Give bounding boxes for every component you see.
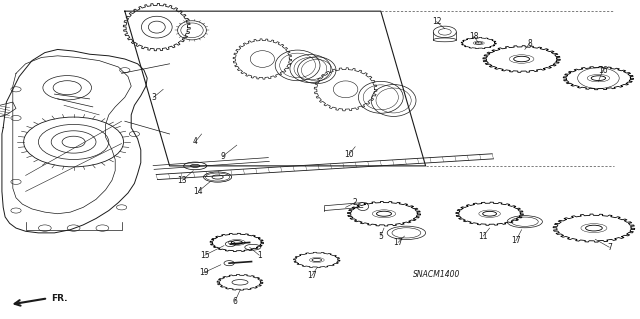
Text: 1: 1 xyxy=(257,251,262,260)
Text: 6: 6 xyxy=(232,297,237,306)
Text: 3: 3 xyxy=(151,93,156,102)
Text: 8: 8 xyxy=(527,39,532,48)
Text: 10: 10 xyxy=(344,150,354,159)
Text: 15: 15 xyxy=(200,251,210,260)
Text: 2: 2 xyxy=(353,198,358,207)
Text: 5: 5 xyxy=(378,232,383,241)
Text: 17: 17 xyxy=(393,238,403,247)
Text: 14: 14 xyxy=(193,187,204,196)
Text: 19: 19 xyxy=(198,268,209,277)
Text: 4: 4 xyxy=(193,137,198,146)
Text: 18: 18 xyxy=(469,32,478,41)
Text: FR.: FR. xyxy=(51,294,68,303)
Text: 12: 12 xyxy=(432,17,441,26)
Text: 16: 16 xyxy=(598,66,608,75)
Text: 11: 11 xyxy=(479,232,488,241)
Text: 17: 17 xyxy=(511,236,521,245)
Text: 7: 7 xyxy=(607,243,612,252)
Text: 9: 9 xyxy=(220,152,225,161)
Text: 13: 13 xyxy=(177,176,188,185)
Text: 17: 17 xyxy=(307,271,317,280)
Text: SNACM1400: SNACM1400 xyxy=(413,270,460,279)
